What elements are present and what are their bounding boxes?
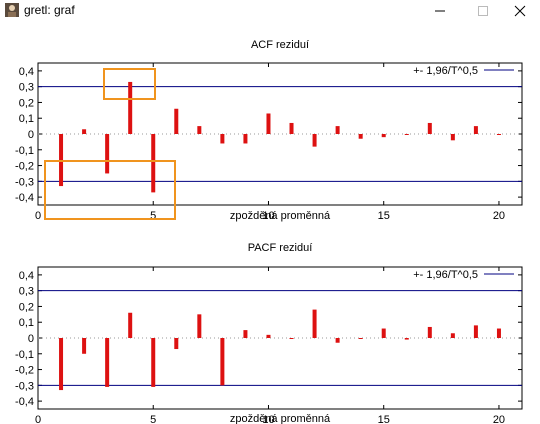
- acf-chart-title: ACF reziduí: [251, 39, 309, 51]
- acf-x-tick-label: 0: [35, 210, 41, 222]
- acf-bar-lag-2: [82, 129, 87, 134]
- acf-bar-lag-19: [473, 126, 478, 134]
- pacf-bar-lag-7: [197, 314, 202, 338]
- pacf-bar-lag-6: [174, 338, 179, 350]
- acf-x-tick-label: 20: [493, 210, 505, 222]
- acf-bar-lag-7: [197, 126, 202, 134]
- pacf-bar-lag-12: [312, 309, 317, 338]
- pacf-bar-lag-19: [473, 325, 478, 338]
- acf-bar-lag-18: [450, 134, 455, 141]
- acf-bar-lag-15: [381, 134, 386, 138]
- pacf-legend-label: +- 1,96/T^0,5: [413, 269, 478, 281]
- close-button[interactable]: [500, 0, 540, 22]
- pacf-y-tick-label: -0,3: [15, 380, 34, 392]
- acf-y-tick-label: -0,1: [15, 145, 34, 157]
- minimize-button[interactable]: [420, 0, 460, 22]
- acf-bar-lag-10: [266, 113, 271, 134]
- acf-y-tick-label: 0: [28, 129, 34, 141]
- pacf-x-tick-label: 5: [150, 414, 156, 424]
- pacf-y-tick-label: -0,1: [15, 349, 34, 361]
- gretl-app-icon: [5, 3, 19, 17]
- acf-pacf-figure: ACF reziduí -0,4 -0,3 -0,2 -0,1 0 0,1 0,2 0,3 0,4…: [15, 39, 523, 424]
- pacf-bar-lag-13: [335, 338, 340, 343]
- acf-bar-lag-3: [105, 134, 110, 174]
- highlight-box-negative-lags: [44, 160, 176, 220]
- acf-x-tick-label: 15: [378, 210, 390, 222]
- pacf-bar-lag-2: [82, 338, 87, 354]
- pacf-bar-lag-18: [450, 333, 455, 338]
- acf-bar-lag-13: [335, 126, 340, 134]
- acf-y-tick-label: 0,4: [19, 66, 34, 78]
- acf-bar-lag-6: [174, 108, 179, 134]
- pacf-x-tick-label: 20: [493, 414, 505, 424]
- pacf-y-tick-label: 0,1: [19, 317, 34, 329]
- acf-x-tick-label: 10: [262, 210, 274, 222]
- pacf-x-tick-label: 0: [35, 414, 41, 424]
- acf-bar-lag-17: [427, 122, 432, 134]
- acf-bar-lag-14: [358, 134, 363, 139]
- pacf-bar-lag-11: [289, 338, 294, 339]
- pacf-y-tick-label: 0,3: [19, 286, 34, 298]
- acf-y-tick-label: 0,1: [19, 113, 34, 125]
- window-titlebar: gretl: graf: [0, 0, 540, 22]
- acf-bar-lag-5: [151, 134, 156, 193]
- acf-bar-lag-9: [243, 134, 248, 144]
- pacf-y-tick-label: -0,4: [15, 396, 34, 408]
- acf-bar-lag-20: [496, 134, 501, 135]
- acf-bar-lag-4: [128, 81, 133, 134]
- pacf-bar-lag-17: [427, 326, 432, 338]
- acf-y-tick-label: -0,4: [15, 192, 34, 204]
- acf-y-tick-label: -0,3: [15, 176, 34, 188]
- pacf-y-tick-label: 0: [28, 333, 34, 345]
- pacf-bar-lag-4: [128, 312, 133, 338]
- pacf-chart: PACF reziduí -0,4 -0,3 -0,2 -0,1 0 0,1 0,2 0,3 0,…: [15, 242, 523, 424]
- pacf-bar-lag-3: [105, 338, 110, 387]
- pacf-bar-lag-16: [404, 338, 409, 340]
- pacf-bar-lag-8: [220, 338, 225, 386]
- pacf-bar-lag-14: [358, 338, 363, 339]
- maximize-button[interactable]: [462, 0, 502, 22]
- acf-legend-label: +- 1,96/T^0,5: [413, 65, 478, 77]
- pacf-x-tick-label: 15: [378, 414, 390, 424]
- maximize-icon: [478, 6, 488, 16]
- pacf-y-tick-label: -0,2: [15, 365, 34, 377]
- pacf-y-tick-label: 0,4: [19, 270, 34, 282]
- acf-bar-lag-16: [404, 134, 409, 135]
- acf-y-tick-label: 0,3: [19, 82, 34, 94]
- acf-bar-lag-12: [312, 134, 317, 147]
- acf-x-tick-label: 5: [150, 210, 156, 222]
- pacf-bar-lag-9: [243, 330, 248, 338]
- pacf-bar-lag-20: [496, 328, 501, 338]
- acf-chart: ACF reziduí -0,4 -0,3 -0,2 -0,1 0 0,1 0,2 0,3 0,4…: [15, 39, 523, 222]
- acf-y-tick-label: 0,2: [19, 97, 34, 109]
- pacf-bar-lag-1: [59, 338, 64, 391]
- pacf-bar-lag-5: [151, 338, 156, 387]
- acf-bar-lag-8: [220, 134, 225, 144]
- pacf-x-axis-label: zpožděná proměnná: [230, 413, 331, 424]
- pacf-bar-lag-10: [266, 334, 271, 338]
- close-icon: [514, 5, 526, 17]
- minimize-icon: [435, 10, 445, 12]
- acf-bar-lag-11: [289, 122, 294, 134]
- pacf-x-tick-label: 10: [262, 414, 274, 424]
- acf-x-axis-label: zpožděná proměnná: [230, 210, 331, 222]
- highlight-box-lag4: [103, 68, 156, 100]
- acf-y-tick-label: -0,2: [15, 161, 34, 173]
- pacf-y-tick-label: 0,2: [19, 301, 34, 313]
- pacf-chart-title: PACF reziduí: [248, 242, 313, 254]
- pacf-bar-lag-15: [381, 328, 386, 338]
- window-title: gretl: graf: [24, 3, 75, 17]
